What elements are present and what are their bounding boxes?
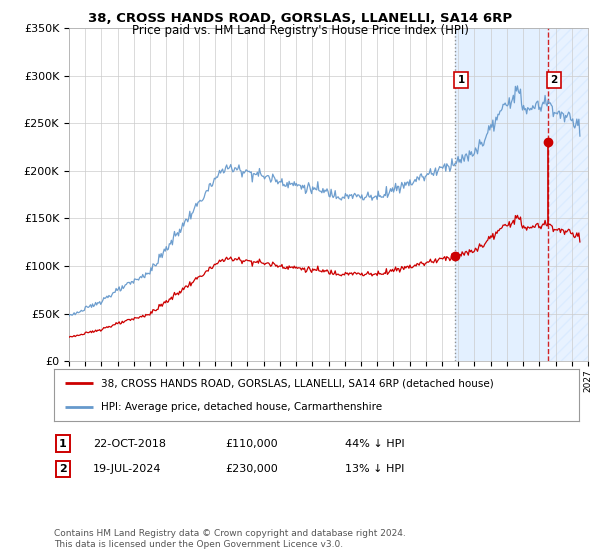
Text: 1: 1: [458, 76, 465, 85]
Text: 2: 2: [551, 76, 558, 85]
Text: 44% ↓ HPI: 44% ↓ HPI: [345, 438, 404, 449]
Bar: [455, 28, 548, 361]
Text: 38, CROSS HANDS ROAD, GORSLAS, LLANELLI, SA14 6RP (detached house): 38, CROSS HANDS ROAD, GORSLAS, LLANELLI,…: [101, 378, 494, 388]
Text: Price paid vs. HM Land Registry's House Price Index (HPI): Price paid vs. HM Land Registry's House …: [131, 24, 469, 37]
Text: 2: 2: [59, 464, 67, 474]
Text: 13% ↓ HPI: 13% ↓ HPI: [345, 464, 404, 474]
Bar: [548, 28, 588, 361]
Text: Contains HM Land Registry data © Crown copyright and database right 2024.
This d: Contains HM Land Registry data © Crown c…: [54, 529, 406, 549]
Text: HPI: Average price, detached house, Carmarthenshire: HPI: Average price, detached house, Carm…: [101, 402, 382, 412]
Text: 22-OCT-2018: 22-OCT-2018: [93, 438, 166, 449]
Text: 19-JUL-2024: 19-JUL-2024: [93, 464, 161, 474]
Text: 1: 1: [59, 438, 67, 449]
Text: £230,000: £230,000: [225, 464, 278, 474]
Text: £110,000: £110,000: [225, 438, 278, 449]
Text: 38, CROSS HANDS ROAD, GORSLAS, LLANELLI, SA14 6RP: 38, CROSS HANDS ROAD, GORSLAS, LLANELLI,…: [88, 12, 512, 25]
